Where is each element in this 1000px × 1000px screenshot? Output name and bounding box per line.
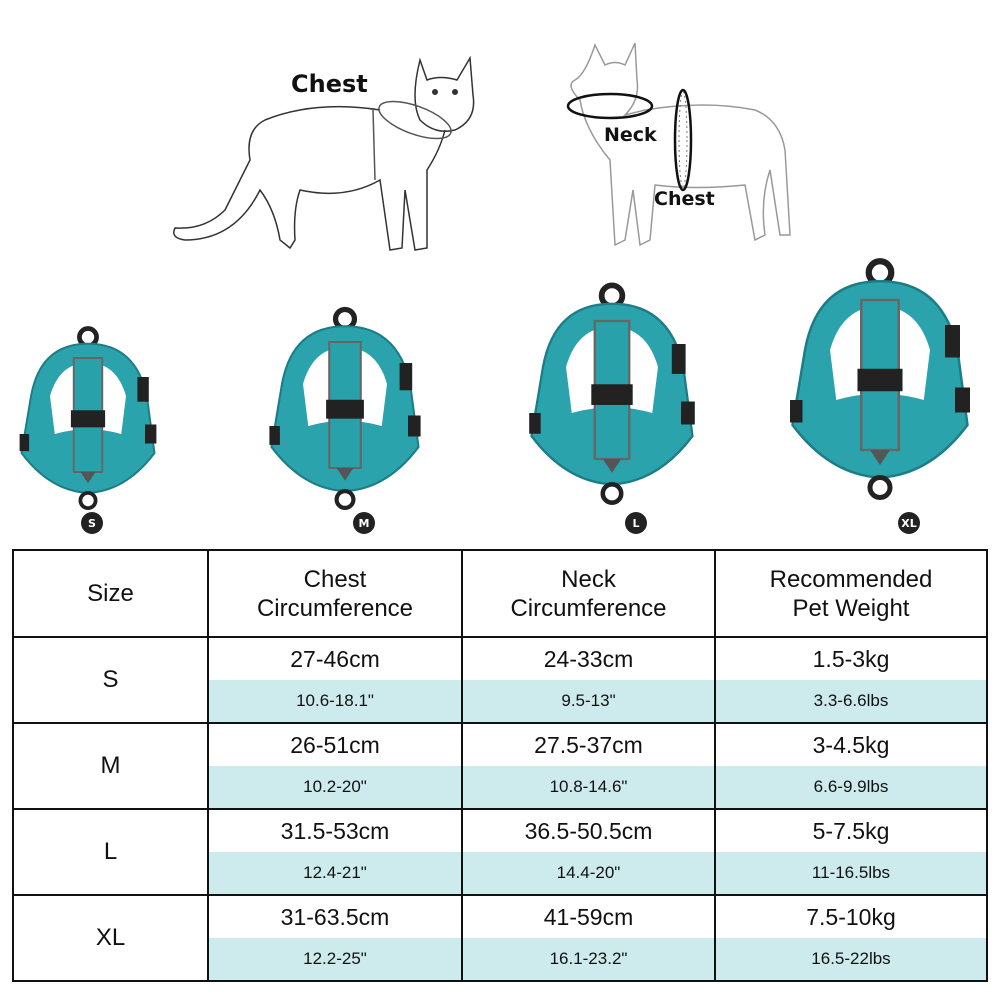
weight-cell: 5-7.5kg 11-16.5lbs: [714, 808, 988, 896]
chest-imperial: 12.4-21": [209, 852, 461, 894]
cat-illustration: [173, 55, 475, 251]
chest-cell: 26-51cm 10.2-20": [207, 722, 463, 810]
chest-cell: 31.5-53cm 12.4-21": [207, 808, 463, 896]
dog-illustration: [566, 42, 791, 247]
table-row: M 26-51cm 10.2-20" 27.5-37cm 10.8-14.6" 3-4.5…: [12, 722, 988, 810]
weight-metric: 3-4.5kg: [716, 724, 986, 766]
cat-chest-label: Chest: [291, 70, 368, 98]
size-cell: XL: [12, 894, 209, 982]
size-badge-l: L: [625, 512, 647, 534]
size-badge-m: M: [353, 512, 375, 534]
harness-size-l: [529, 285, 695, 502]
header-size: Size: [12, 549, 209, 638]
dog-neck-label: Neck: [604, 124, 657, 146]
neck-imperial: 16.1-23.2": [463, 938, 714, 980]
table-header: Size Chest Circumference Neck Circumfere…: [12, 549, 988, 638]
weight-cell: 7.5-10kg 16.5-22lbs: [714, 894, 988, 982]
table-row: S 27-46cm 10.6-18.1" 24-33cm 9.5-13" 1.5-3kg 3…: [12, 636, 988, 724]
weight-imperial: 6.6-9.9lbs: [716, 766, 986, 808]
chest-metric: 31.5-53cm: [209, 810, 461, 852]
weight-metric: 7.5-10kg: [716, 896, 986, 938]
harness-size-xl: [790, 261, 970, 497]
chest-imperial: 12.2-25": [209, 938, 461, 980]
size-cell: M: [12, 722, 209, 810]
size-badge-s: S: [81, 512, 103, 534]
neck-imperial: 10.8-14.6": [463, 766, 714, 808]
header-weight: Recommended Pet Weight: [714, 549, 988, 638]
harness-size-m: [269, 309, 420, 507]
chest-metric: 31-63.5cm: [209, 896, 461, 938]
neck-metric: 24-33cm: [463, 638, 714, 680]
neck-imperial: 14.4-20": [463, 852, 714, 894]
table-row: L 31.5-53cm 12.4-21" 36.5-50.5cm 14.4-20" 5-7…: [12, 808, 988, 896]
size-cell: L: [12, 808, 209, 896]
header-neck: Neck Circumference: [461, 549, 716, 638]
header-chest: Chest Circumference: [207, 549, 463, 638]
neck-cell: 27.5-37cm 10.8-14.6": [461, 722, 716, 810]
neck-metric: 27.5-37cm: [463, 724, 714, 766]
harness-size-s: [20, 329, 157, 509]
size-cell: S: [12, 636, 209, 724]
neck-metric: 36.5-50.5cm: [463, 810, 714, 852]
neck-metric: 41-59cm: [463, 896, 714, 938]
harness-images: [0, 240, 1000, 510]
weight-imperial: 16.5-22lbs: [716, 938, 986, 980]
chest-cell: 27-46cm 10.6-18.1": [207, 636, 463, 724]
neck-imperial: 9.5-13": [463, 680, 714, 722]
neck-cell: 36.5-50.5cm 14.4-20": [461, 808, 716, 896]
dog-chest-label: Chest: [654, 188, 715, 210]
size-table: Size Chest Circumference Neck Circumfere…: [12, 549, 988, 982]
chest-imperial: 10.6-18.1": [209, 680, 461, 722]
chest-metric: 26-51cm: [209, 724, 461, 766]
weight-cell: 1.5-3kg 3.3-6.6lbs: [714, 636, 988, 724]
table-row: XL 31-63.5cm 12.2-25" 41-59cm 16.1-23.2" 7.5-…: [12, 894, 988, 982]
chest-metric: 27-46cm: [209, 638, 461, 680]
chest-cell: 31-63.5cm 12.2-25": [207, 894, 463, 982]
size-badge-xl: XL: [898, 512, 920, 534]
neck-cell: 24-33cm 9.5-13": [461, 636, 716, 724]
weight-cell: 3-4.5kg 6.6-9.9lbs: [714, 722, 988, 810]
neck-cell: 41-59cm 16.1-23.2": [461, 894, 716, 982]
weight-imperial: 11-16.5lbs: [716, 852, 986, 894]
chest-imperial: 10.2-20": [209, 766, 461, 808]
weight-metric: 5-7.5kg: [716, 810, 986, 852]
weight-imperial: 3.3-6.6lbs: [716, 680, 986, 722]
weight-metric: 1.5-3kg: [716, 638, 986, 680]
